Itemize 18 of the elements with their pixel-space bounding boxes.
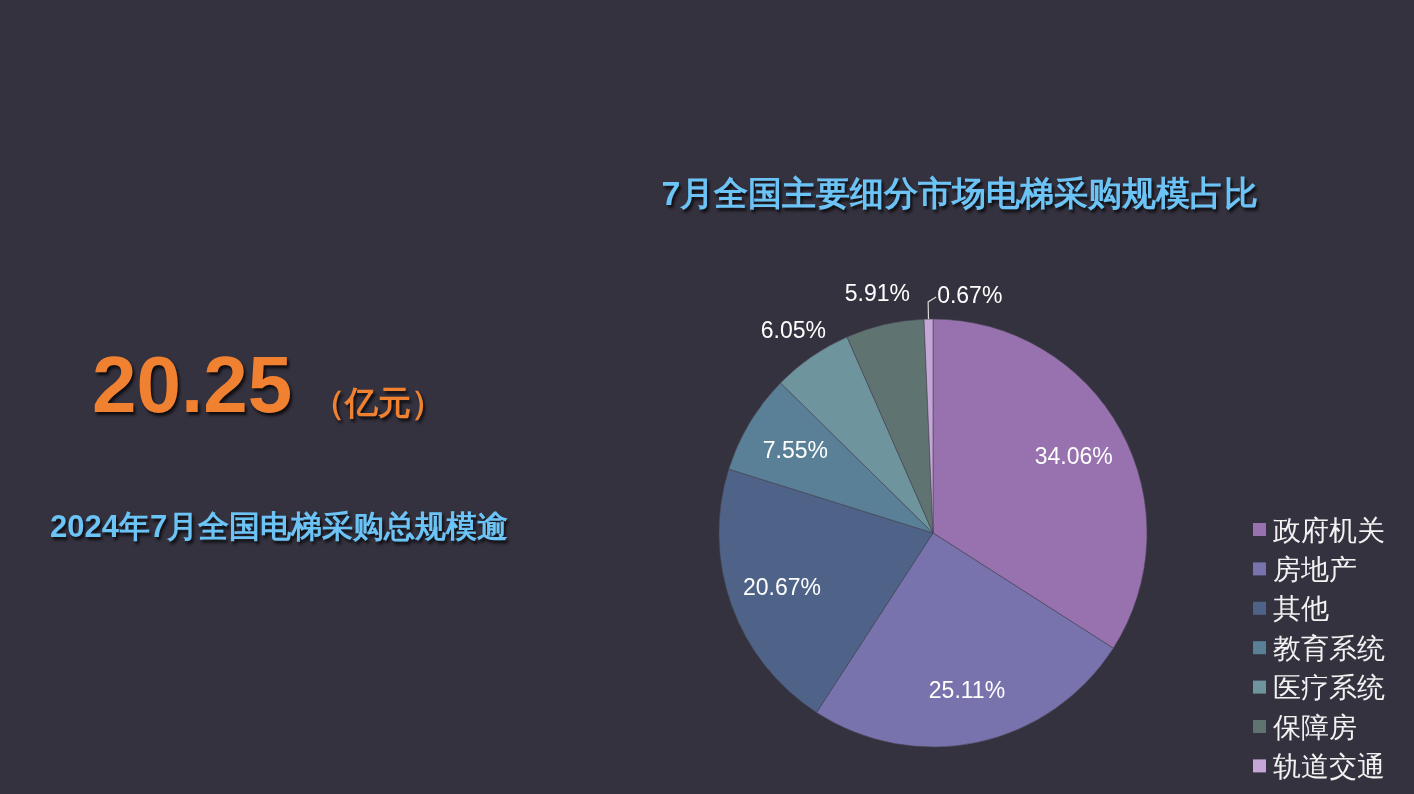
legend-label: 教育系统 (1273, 632, 1385, 664)
text: （亿元） (312, 384, 445, 421)
data-label: 5.91% (844, 280, 911, 307)
legend-label: 保障房 (1273, 711, 1357, 743)
text: 2024年7月全国电梯采购总规模逾 (50, 509, 509, 544)
chart-title: 7月全国主要细分市场电梯采购规模占比 (661, 174, 1259, 212)
data-label: 6.05% (760, 317, 826, 344)
data-label: 7.55% (762, 437, 828, 464)
data-label: 34.06% (1034, 442, 1113, 469)
legend-label: 政府机关 (1273, 514, 1385, 546)
data-label: 25.11% (928, 676, 1006, 703)
text: 20.25 (92, 340, 293, 429)
legend-label: 房地产 (1273, 553, 1357, 585)
data-label: 0.67% (937, 281, 1003, 308)
data-label: 20.67% (743, 574, 822, 601)
legend-label: 轨道交通 (1273, 750, 1385, 782)
legend-label: 其他 (1273, 593, 1329, 625)
legend-label: 医疗系统 (1273, 672, 1385, 704)
